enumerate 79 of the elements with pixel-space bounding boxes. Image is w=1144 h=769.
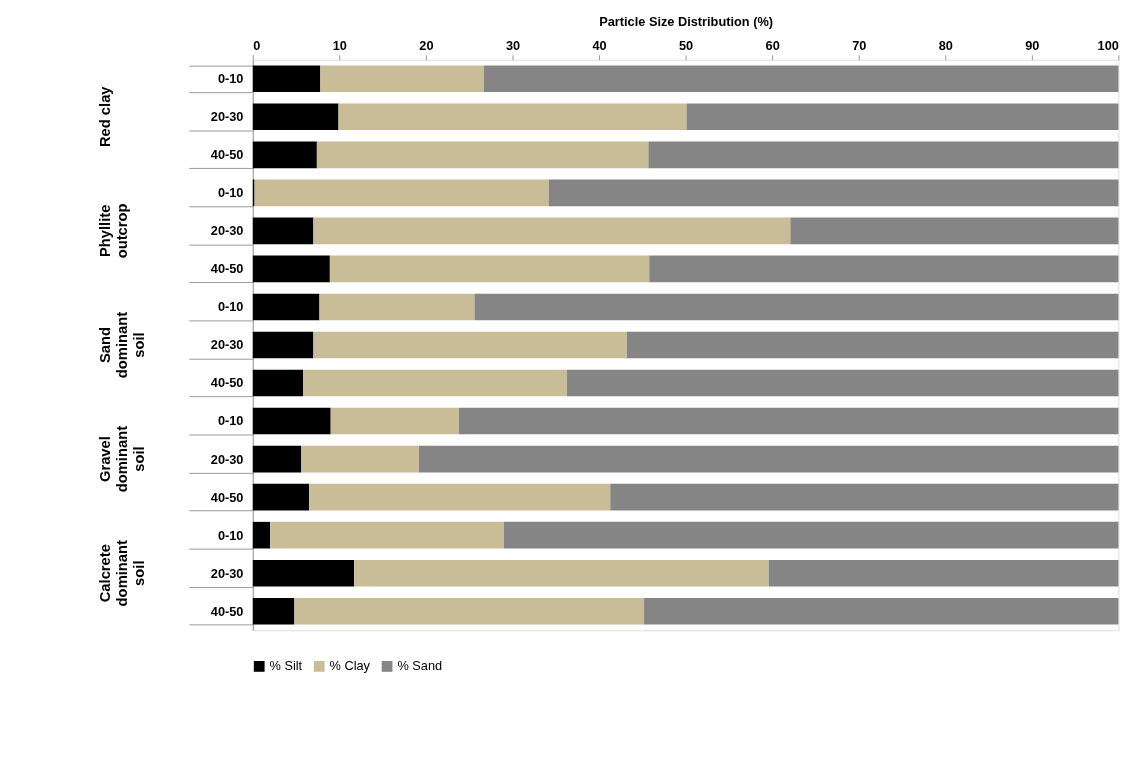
- y-tick-label: 0-10: [217, 185, 244, 201]
- bar: [567, 369, 1119, 397]
- x-tick-label: 40: [592, 38, 607, 54]
- bar: [313, 217, 791, 245]
- bar: [252, 141, 317, 169]
- y-tick-label: 0-10: [217, 299, 244, 315]
- y-tick-label: 20-30: [210, 337, 244, 353]
- y-tick-label: 0-10: [217, 71, 244, 87]
- bar: [474, 293, 1119, 321]
- bar: [252, 369, 304, 397]
- bar: [252, 559, 355, 587]
- x-tick-label: 70: [852, 38, 867, 54]
- y-tick-label: 40-50: [210, 147, 244, 163]
- y-tick-label: 20-30: [210, 223, 244, 239]
- bar: [313, 331, 627, 359]
- bar: [254, 179, 549, 207]
- text: Gravel dominant soil: [97, 425, 147, 493]
- bar: [354, 559, 769, 587]
- bar: [252, 597, 295, 625]
- y-tick-label: 20-30: [210, 451, 244, 467]
- bar: [252, 483, 310, 511]
- text: Calcrete dominant soil: [97, 539, 147, 607]
- legend-label: % Sand: [397, 658, 443, 674]
- bar: [330, 407, 459, 435]
- bar: [301, 445, 419, 473]
- legend-label: % Clay: [329, 658, 371, 674]
- bar: [483, 65, 1119, 93]
- y-tick-label: 20-30: [210, 565, 244, 581]
- x-tick-label: 0: [253, 38, 261, 54]
- bar: [316, 141, 649, 169]
- bar: [252, 217, 314, 245]
- bar: [648, 141, 1119, 169]
- bar: [790, 217, 1119, 245]
- y-tick-label: 40-50: [210, 489, 244, 505]
- bar: [309, 483, 611, 511]
- bar: [626, 331, 1119, 359]
- text: Phyllite outcrop: [97, 203, 130, 259]
- text: Red clay: [97, 85, 114, 148]
- bar: [252, 65, 321, 93]
- x-tick-label: 100: [1097, 38, 1119, 54]
- x-tick-label: 10: [332, 38, 347, 54]
- bar: [252, 407, 331, 435]
- bar: [458, 407, 1119, 435]
- x-tick-label: 80: [938, 38, 953, 54]
- x-tick-label: 90: [1025, 38, 1040, 54]
- bar: [294, 597, 645, 625]
- legend-label: % Silt: [269, 658, 303, 674]
- y-tick-label: 40-50: [210, 375, 244, 391]
- bar: [252, 445, 302, 473]
- bar: [610, 483, 1119, 511]
- y-tick-label: 0-10: [217, 527, 244, 543]
- bar: [252, 293, 320, 321]
- bar: [548, 179, 1119, 207]
- bar: [338, 103, 687, 131]
- text: Sand dominant soil: [97, 311, 147, 379]
- x-tick-label: 20: [419, 38, 434, 54]
- bar: [319, 293, 475, 321]
- bar: [303, 369, 568, 397]
- bar: [252, 103, 339, 131]
- x-tick-label: 60: [765, 38, 780, 54]
- y-tick-label: 20-30: [210, 109, 244, 125]
- x-tick-label: 50: [679, 38, 694, 54]
- y-tick-label: 0-10: [217, 413, 244, 429]
- x-tick-label: 30: [505, 38, 521, 54]
- bar: [252, 331, 314, 359]
- bar: [686, 103, 1119, 131]
- bar: [503, 521, 1119, 549]
- bar: [649, 255, 1119, 283]
- x-axis-title: Particle Size Distribution (%): [599, 13, 773, 29]
- bar: [768, 559, 1119, 587]
- y-tick-label: 40-50: [210, 261, 244, 277]
- y-tick-label: 40-50: [210, 603, 244, 619]
- bar: [252, 255, 330, 283]
- bar: [320, 65, 484, 93]
- bar: [644, 597, 1119, 625]
- bar: [329, 255, 650, 283]
- bar: [270, 521, 504, 549]
- bar: [419, 445, 1119, 473]
- bar: [252, 521, 271, 549]
